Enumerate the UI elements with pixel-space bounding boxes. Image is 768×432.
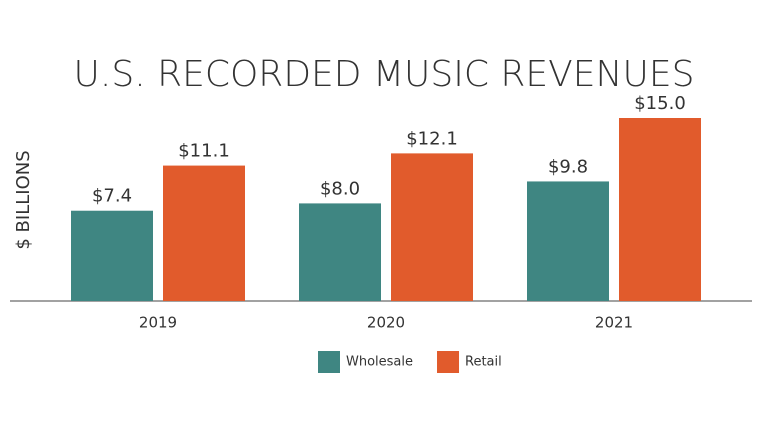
legend-label: Retail <box>465 355 502 370</box>
legend-label: Wholesale <box>346 355 413 370</box>
bar <box>391 153 473 301</box>
bar <box>299 203 381 301</box>
bar <box>71 210 153 301</box>
value-label: $7.4 <box>92 186 132 207</box>
x-tick-label: 2020 <box>367 314 405 332</box>
legend-swatch <box>437 351 460 373</box>
legend-swatch <box>318 351 340 373</box>
chart-title: U.S. RECORDED MUSIC REVENUES <box>74 54 695 95</box>
value-label: $9.8 <box>548 156 588 177</box>
value-label: $8.0 <box>320 178 360 199</box>
value-label: $11.1 <box>178 141 230 162</box>
x-tick-label: 2021 <box>595 314 633 332</box>
bar <box>527 181 609 301</box>
bar <box>163 165 245 301</box>
bar <box>619 118 701 301</box>
value-label: $15.0 <box>634 93 686 114</box>
value-label: $12.1 <box>406 128 458 149</box>
y-axis-label: $ BILLIONS <box>13 150 34 249</box>
x-tick-label: 2019 <box>139 314 177 332</box>
